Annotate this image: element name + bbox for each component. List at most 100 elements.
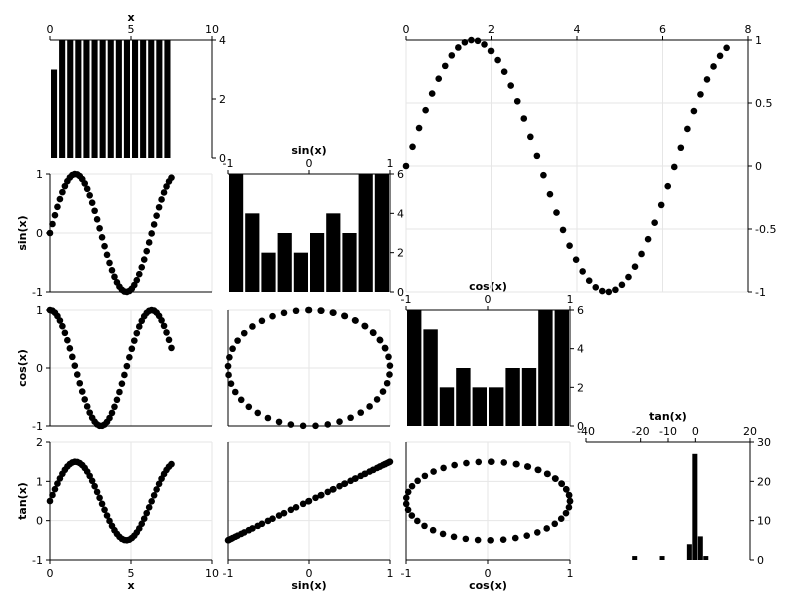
data-point bbox=[160, 322, 168, 330]
data-point bbox=[381, 460, 389, 468]
data-point bbox=[455, 44, 462, 51]
x-tick-label: 2 bbox=[488, 23, 495, 36]
data-point bbox=[135, 323, 143, 330]
x-tick-label: -1 bbox=[401, 293, 412, 306]
data-point bbox=[54, 480, 61, 487]
histogram-bar bbox=[123, 40, 130, 158]
y-tick-label: 20 bbox=[757, 475, 771, 488]
data-point bbox=[264, 414, 272, 422]
data-point bbox=[86, 472, 93, 480]
data-point bbox=[439, 530, 447, 538]
x-axis-title-cos(x): cos(x) bbox=[469, 579, 507, 592]
data-point bbox=[534, 466, 542, 474]
data-point bbox=[145, 239, 153, 246]
x-tick-label: -10 bbox=[659, 425, 677, 438]
data-point bbox=[408, 482, 416, 490]
data-point bbox=[123, 362, 131, 370]
y-tick-label: 2 bbox=[219, 93, 226, 106]
x-tick-label: 1 bbox=[387, 157, 394, 170]
data-point bbox=[64, 336, 71, 344]
data-point bbox=[402, 494, 410, 502]
data-point bbox=[88, 477, 96, 485]
data-point bbox=[404, 506, 412, 514]
y-tick-label: 1 bbox=[36, 168, 43, 181]
data-point bbox=[225, 371, 232, 379]
data-point bbox=[462, 535, 470, 543]
data-point bbox=[86, 409, 93, 416]
histogram-bar bbox=[107, 40, 114, 158]
x-tick-label: 6 bbox=[659, 23, 666, 36]
scatter-panel-x-vs-tan(x): -1 0 1 2 tan(x) 0 5 10 x bbox=[16, 436, 219, 592]
data-point bbox=[644, 235, 652, 243]
data-point bbox=[140, 256, 148, 263]
data-point bbox=[51, 485, 59, 493]
data-point bbox=[287, 506, 295, 514]
y-tick-label: 0 bbox=[577, 420, 584, 433]
data-point bbox=[240, 329, 248, 337]
scatter-panel-sin(x)-vs-cos(x) bbox=[224, 306, 394, 430]
histogram-bar bbox=[521, 368, 537, 426]
y-axis-title-sin(x): sin(x) bbox=[16, 215, 29, 250]
y-tick-label: -1 bbox=[32, 554, 43, 567]
data-point bbox=[111, 273, 118, 281]
data-point bbox=[49, 220, 56, 228]
data-point bbox=[341, 480, 348, 488]
y-tick-label: 2 bbox=[397, 247, 404, 260]
data-point bbox=[299, 422, 307, 430]
data-point bbox=[245, 403, 253, 411]
x-tick-label: 10 bbox=[205, 23, 219, 36]
histogram-bar bbox=[83, 40, 90, 158]
x-tick-label: 0 bbox=[306, 157, 313, 170]
data-point bbox=[240, 529, 248, 536]
data-point bbox=[155, 480, 163, 488]
data-point bbox=[565, 492, 573, 499]
data-point bbox=[474, 536, 482, 544]
data-point bbox=[710, 63, 717, 70]
data-point bbox=[305, 498, 312, 505]
histogram-bar bbox=[703, 556, 709, 560]
data-point bbox=[553, 209, 560, 216]
data-point bbox=[336, 418, 343, 426]
data-point bbox=[546, 190, 554, 198]
data-point bbox=[143, 247, 151, 255]
data-point bbox=[305, 306, 312, 314]
data-point bbox=[450, 533, 458, 541]
y-tick-label: 0 bbox=[36, 362, 43, 375]
data-point bbox=[566, 242, 573, 250]
data-point bbox=[524, 463, 532, 470]
data-point bbox=[56, 317, 64, 324]
data-point bbox=[415, 124, 423, 132]
histogram-bar bbox=[132, 40, 139, 158]
x-tick-label: 0 bbox=[47, 23, 54, 36]
y-tick-label: 2 bbox=[36, 436, 43, 449]
data-point bbox=[341, 312, 348, 320]
data-point bbox=[559, 226, 567, 234]
x-tick-label: 4 bbox=[574, 23, 581, 36]
histogram-bar bbox=[505, 368, 520, 426]
data-point bbox=[329, 309, 337, 316]
data-point bbox=[138, 263, 146, 271]
hist-title-x: x bbox=[127, 11, 134, 24]
data-point bbox=[440, 464, 447, 472]
data-point bbox=[312, 422, 319, 430]
data-point bbox=[422, 106, 429, 114]
data-point bbox=[131, 337, 138, 344]
data-point bbox=[224, 362, 232, 370]
histogram-bar bbox=[140, 40, 147, 158]
data-point bbox=[500, 68, 508, 75]
histogram-bar bbox=[164, 40, 171, 158]
histogram-bar bbox=[99, 40, 106, 158]
data-point bbox=[369, 329, 377, 336]
hist-title-cos(x): cos(x) bbox=[469, 280, 507, 293]
data-point bbox=[131, 281, 138, 289]
data-point bbox=[86, 192, 93, 199]
data-point bbox=[71, 362, 79, 369]
data-point bbox=[312, 494, 319, 502]
x-tick-label: 0 bbox=[485, 293, 492, 306]
y-tick-label: 0 bbox=[755, 160, 762, 173]
data-point bbox=[237, 396, 245, 404]
data-point bbox=[551, 520, 559, 528]
data-point bbox=[421, 522, 428, 530]
histogram-bar bbox=[91, 40, 98, 158]
data-point bbox=[474, 37, 482, 45]
